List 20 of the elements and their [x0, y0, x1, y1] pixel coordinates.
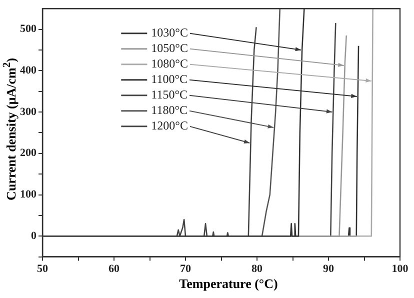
legend-label: 1150°C [151, 88, 188, 102]
x-tick-label: 70 [180, 263, 192, 276]
legend-label: 1080°C [151, 56, 188, 71]
x-tick-label: 100 [392, 263, 409, 276]
x-axis-title: Temperature (°C) [178, 276, 279, 292]
legend-label: 1030°C [151, 26, 188, 40]
y-tick-label: 400 [20, 64, 37, 76]
legend-label: 1200°C [151, 118, 188, 133]
legend-label: 1050°C [151, 41, 188, 56]
legend-label: 1180°C [151, 103, 188, 118]
y-tick-label: 200 [20, 147, 37, 160]
y-tick-label: 0 [31, 230, 37, 242]
y-tick-label: 300 [20, 106, 37, 118]
x-tick-label: 80 [252, 263, 263, 276]
x-tick-label: 60 [108, 263, 120, 276]
legend-label: 1100°C [151, 72, 188, 86]
x-tick-label: 90 [323, 263, 334, 276]
y-tick-label: 500 [20, 23, 37, 36]
x-tick-label: 50 [37, 263, 48, 276]
y-tick-label: 100 [20, 188, 37, 201]
